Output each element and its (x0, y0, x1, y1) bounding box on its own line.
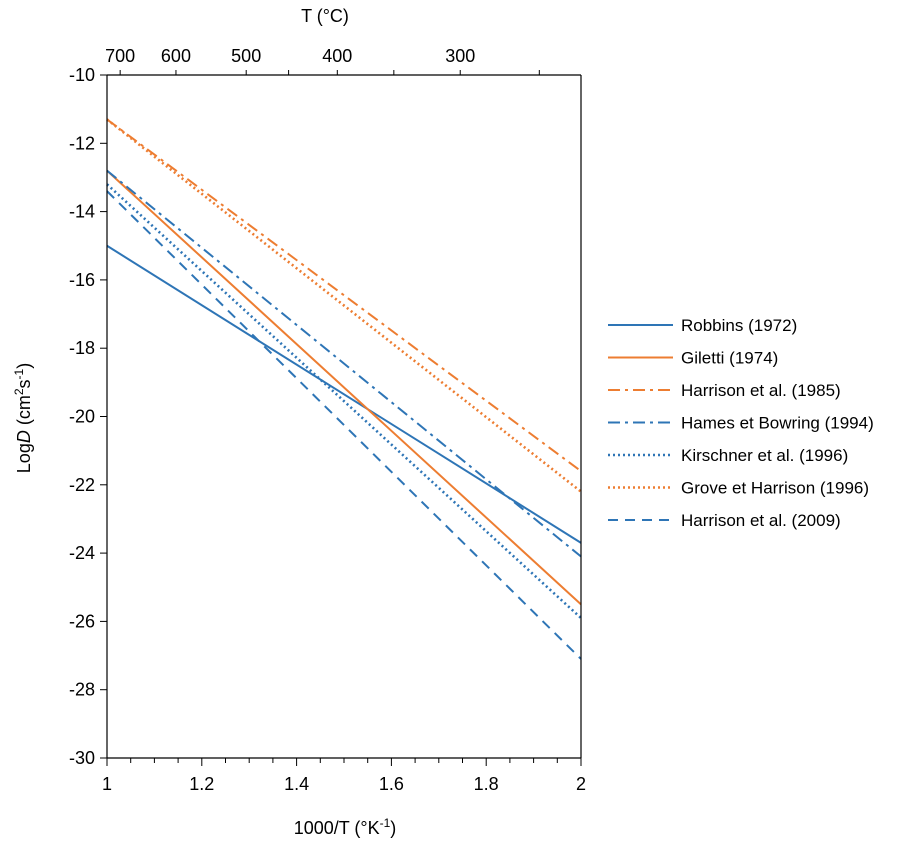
x-tick-label: 1.6 (379, 774, 404, 794)
series-line-3 (106, 118, 582, 472)
y-axis-title-sup2: -1 (12, 368, 26, 379)
top-axis-title: T (°C) (301, 6, 349, 26)
legend: Robbins (1972) Giletti (1974) Harrison et … (608, 316, 874, 530)
y-tick-label: -10 (69, 65, 95, 85)
series-layer (106, 118, 582, 660)
y-tick-label: -24 (69, 543, 95, 563)
top-tick-label: 700 (105, 46, 135, 66)
y-axis-title-sup1: 2 (12, 388, 26, 395)
x-axis-title-tail: ) (390, 818, 396, 838)
x-axis-title-sup: -1 (380, 816, 391, 830)
y-axis-title-italic: D (14, 430, 34, 443)
x-tick-label: 2 (576, 774, 586, 794)
legend-label-7: Harrison et al. (2009) (681, 511, 841, 530)
y-tick-label: -20 (69, 407, 95, 427)
legend-label-1: Robbins (1972) (681, 316, 797, 335)
legend-label-2: Giletti (1974) (681, 349, 778, 368)
y-tick-label: -22 (69, 475, 95, 495)
series-line-5 (106, 183, 582, 619)
y-axis-title-mid: (cm (14, 395, 34, 430)
legend-label-4: Hames et Bowring (1994) (681, 414, 874, 433)
y-tick-label: -12 (69, 133, 95, 153)
series-line-4 (106, 169, 582, 558)
series-line-6 (106, 118, 582, 493)
y-axis-title-prefix: Log (14, 443, 34, 473)
y-tick-label: -16 (69, 270, 95, 290)
top-tick-label: 500 (231, 46, 261, 66)
y-axis-title-tail: ) (14, 363, 34, 369)
legend-label-5: Kirschner et al. (1996) (681, 446, 848, 465)
top-tick-label: 300 (445, 46, 475, 66)
x-tick-label: 1.2 (189, 774, 214, 794)
axes-layer: -10 -12 -14 -16 -18 -20 -22 -24 -26 -28 -30 1 1.2 1.4… (69, 46, 586, 794)
y-tick-label: -28 (69, 680, 95, 700)
legend-label-6: Grove et Harrison (1996) (681, 479, 869, 498)
y-axis-title: LogD (cm2s-1) (12, 363, 34, 473)
x-tick-label: 1.4 (284, 774, 309, 794)
x-tick-label: 1 (102, 774, 112, 794)
series-line-7 (106, 190, 582, 660)
series-line-2 (106, 169, 582, 606)
y-tick-label: -30 (69, 748, 95, 768)
y-tick-label: -14 (69, 202, 95, 222)
top-tick-label: 400 (322, 46, 352, 66)
x-axis-title-main: 1000/T (°K (294, 818, 380, 838)
x-tick-label: 1.8 (474, 774, 499, 794)
y-tick-label: -18 (69, 338, 95, 358)
top-tick-label: 600 (161, 46, 191, 66)
x-axis-title: 1000/T (°K-1) (294, 816, 397, 838)
legend-label-3: Harrison et al. (1985) (681, 381, 841, 400)
y-tick-label: -26 (69, 611, 95, 631)
y-axis-title-mid2: s (14, 379, 34, 388)
